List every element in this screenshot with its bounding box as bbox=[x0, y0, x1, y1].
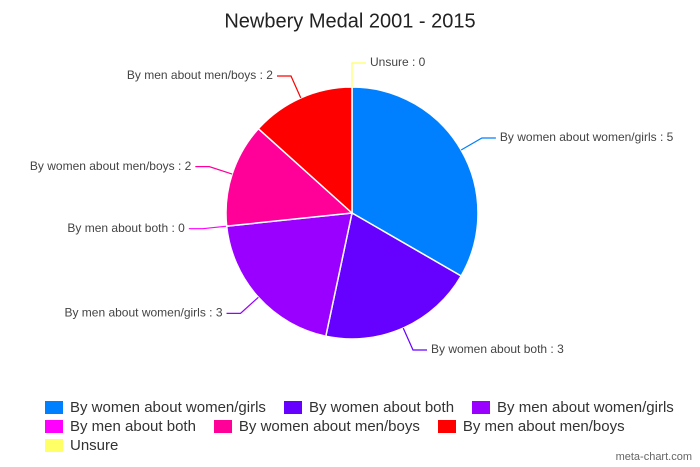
legend-label: By men about men/boys bbox=[462, 418, 625, 435]
legend-label: By men about women/girls bbox=[497, 399, 674, 416]
data-label: By women about men/boys : 2 bbox=[30, 159, 192, 173]
legend-item: By women about both bbox=[283, 399, 455, 416]
legend-swatch bbox=[45, 401, 63, 414]
legend-label: By men about both bbox=[70, 418, 196, 435]
leader-line bbox=[276, 75, 302, 99]
chart-title: Newbery Medal 2001 - 2015 bbox=[224, 10, 475, 32]
pie-slice bbox=[225, 127, 354, 227]
legend-item: By women about men/boys bbox=[213, 418, 420, 435]
data-label: By women about both : 3 bbox=[431, 342, 564, 356]
pie-slice bbox=[225, 212, 353, 338]
legend-label: By women about women/girls bbox=[70, 399, 266, 416]
credit: meta-chart.com bbox=[615, 451, 692, 463]
data-label: By men about women/girls : 3 bbox=[64, 306, 222, 320]
leader-line bbox=[188, 225, 227, 230]
legend-item: By men about men/boys bbox=[437, 418, 625, 435]
legend-swatch bbox=[283, 401, 302, 414]
leader-line bbox=[351, 62, 366, 88]
legend-item: By men about women/girls bbox=[472, 399, 674, 416]
pie-slice bbox=[257, 86, 353, 215]
legend-item: Unsure bbox=[45, 437, 118, 454]
leader-line bbox=[460, 137, 496, 151]
legend-label: Unsure bbox=[70, 437, 119, 454]
data-label: By women about women/girls : 5 bbox=[500, 130, 674, 144]
legend-swatch bbox=[45, 439, 63, 452]
legend-swatch bbox=[437, 420, 456, 433]
legend-swatch bbox=[45, 420, 63, 433]
leader-line bbox=[195, 166, 233, 175]
legend-swatch bbox=[472, 401, 491, 414]
leader-line bbox=[402, 327, 428, 351]
legend-swatch bbox=[213, 420, 232, 433]
data-label: By men about men/boys : 2 bbox=[127, 68, 273, 82]
legend-label: By women about men/boys bbox=[238, 418, 420, 435]
data-label: Unsure : 0 bbox=[370, 55, 426, 69]
legend-label: By women about both bbox=[308, 399, 455, 416]
pie-slice bbox=[324, 211, 463, 340]
legend: By women about women/girls By women about… bbox=[45, 399, 685, 454]
legend-item: By women about women/girls bbox=[45, 399, 266, 416]
leader-line bbox=[226, 296, 259, 314]
pie-slice bbox=[351, 86, 479, 278]
legend-item: By men about both bbox=[45, 418, 196, 435]
data-label: By men about both : 0 bbox=[67, 221, 185, 235]
